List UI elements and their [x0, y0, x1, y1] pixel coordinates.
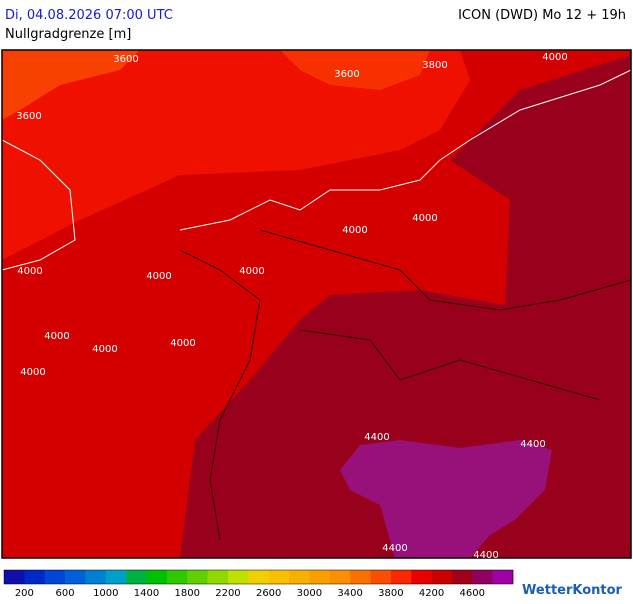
coastline — [1, 139, 76, 271]
colorbar-frame — [3, 569, 514, 585]
contour-label: 4000 — [20, 367, 45, 378]
colorbar-label: 3400 — [337, 588, 362, 599]
contour-label: 4000 — [44, 331, 69, 342]
coastline — [179, 69, 632, 231]
colorbar-label: 2600 — [256, 588, 281, 599]
colorbar-swatch — [268, 570, 290, 584]
colorbar-swatch — [451, 570, 473, 584]
colorbar-label: 600 — [56, 588, 75, 599]
colorbar-label: 200 — [15, 588, 34, 599]
colorbar-label: 3000 — [297, 588, 322, 599]
zone-3600 — [2, 50, 140, 120]
colorbar-swatch — [85, 570, 107, 584]
colorbar-swatch — [4, 570, 25, 584]
colorbar-swatch — [44, 570, 66, 584]
colorbar-label: 1000 — [93, 588, 118, 599]
colorbar-swatch — [431, 570, 453, 584]
contour-label: 4000 — [170, 338, 195, 349]
colorbar-swatch — [411, 570, 432, 584]
colorbar-swatch — [146, 570, 168, 584]
contour-label: 4000 — [17, 266, 42, 277]
zone-4400 — [340, 440, 552, 558]
colorbar-swatch — [370, 570, 392, 584]
contour-label: 4400 — [520, 439, 545, 450]
colorbar-swatch — [207, 570, 229, 584]
map-frame — [1, 49, 632, 559]
border — [299, 329, 601, 401]
subtitle: Nullgradgrenze [m] — [5, 27, 131, 42]
colorbar-swatch — [105, 570, 127, 584]
colorbar-swatch — [289, 570, 310, 584]
colorbar-swatch — [390, 570, 412, 584]
contour-label: 3800 — [422, 60, 447, 71]
contour-label: 4000 — [146, 271, 171, 282]
zone-3800 — [2, 50, 470, 260]
contour-label: 3600 — [113, 54, 138, 65]
colorbar-swatch — [329, 570, 351, 584]
colorbar-swatch — [65, 570, 86, 584]
colorbar-swatch — [24, 570, 46, 584]
colorbar-swatch — [309, 570, 331, 584]
colorbar-swatch — [166, 570, 188, 584]
contour-label: 4000 — [542, 52, 567, 63]
colorbar-swatch — [227, 570, 249, 584]
colorbar: 200 600 1000 1400 1800 2200 2600 3000 3400 3800 42… — [3, 569, 514, 599]
colorbar-label: 2200 — [215, 588, 240, 599]
colorbar-swatch — [248, 570, 269, 584]
model-run: ICON (DWD) Mo 12 + 19h — [458, 8, 626, 23]
colorbar-label: 1800 — [175, 588, 200, 599]
contour-label: 4400 — [382, 543, 407, 554]
zone-3600b — [280, 50, 430, 90]
map: 3600 3600 3800 4000 3600 4000 4000 4000 … — [1, 49, 632, 561]
colorbar-label: 4200 — [419, 588, 444, 599]
contour-label: 4000 — [342, 225, 367, 236]
contour-label: 3600 — [334, 69, 359, 80]
colorbar-swatch — [350, 570, 371, 584]
datetime: Di, 04.08.2026 07:00 UTC — [5, 8, 173, 23]
colorbar-label: 1400 — [134, 588, 159, 599]
zone-4200 — [180, 55, 631, 558]
border — [179, 249, 261, 541]
colorbar-swatch — [187, 570, 208, 584]
colorbar-label: 3800 — [378, 588, 403, 599]
contour-label: 4000 — [412, 213, 437, 224]
logo: WetterKontor — [522, 583, 623, 598]
border — [259, 229, 632, 311]
contour-label: 3600 — [16, 111, 41, 122]
colorbar-swatch — [126, 570, 147, 584]
colorbar-label: 4600 — [460, 588, 485, 599]
colorbar-swatch — [492, 570, 514, 584]
colorbar-swatch — [472, 570, 493, 584]
contour-label: 4400 — [473, 550, 498, 561]
contour-label: 4000 — [92, 344, 117, 355]
contour-label: 4400 — [364, 432, 389, 443]
contour-label: 4000 — [239, 266, 264, 277]
